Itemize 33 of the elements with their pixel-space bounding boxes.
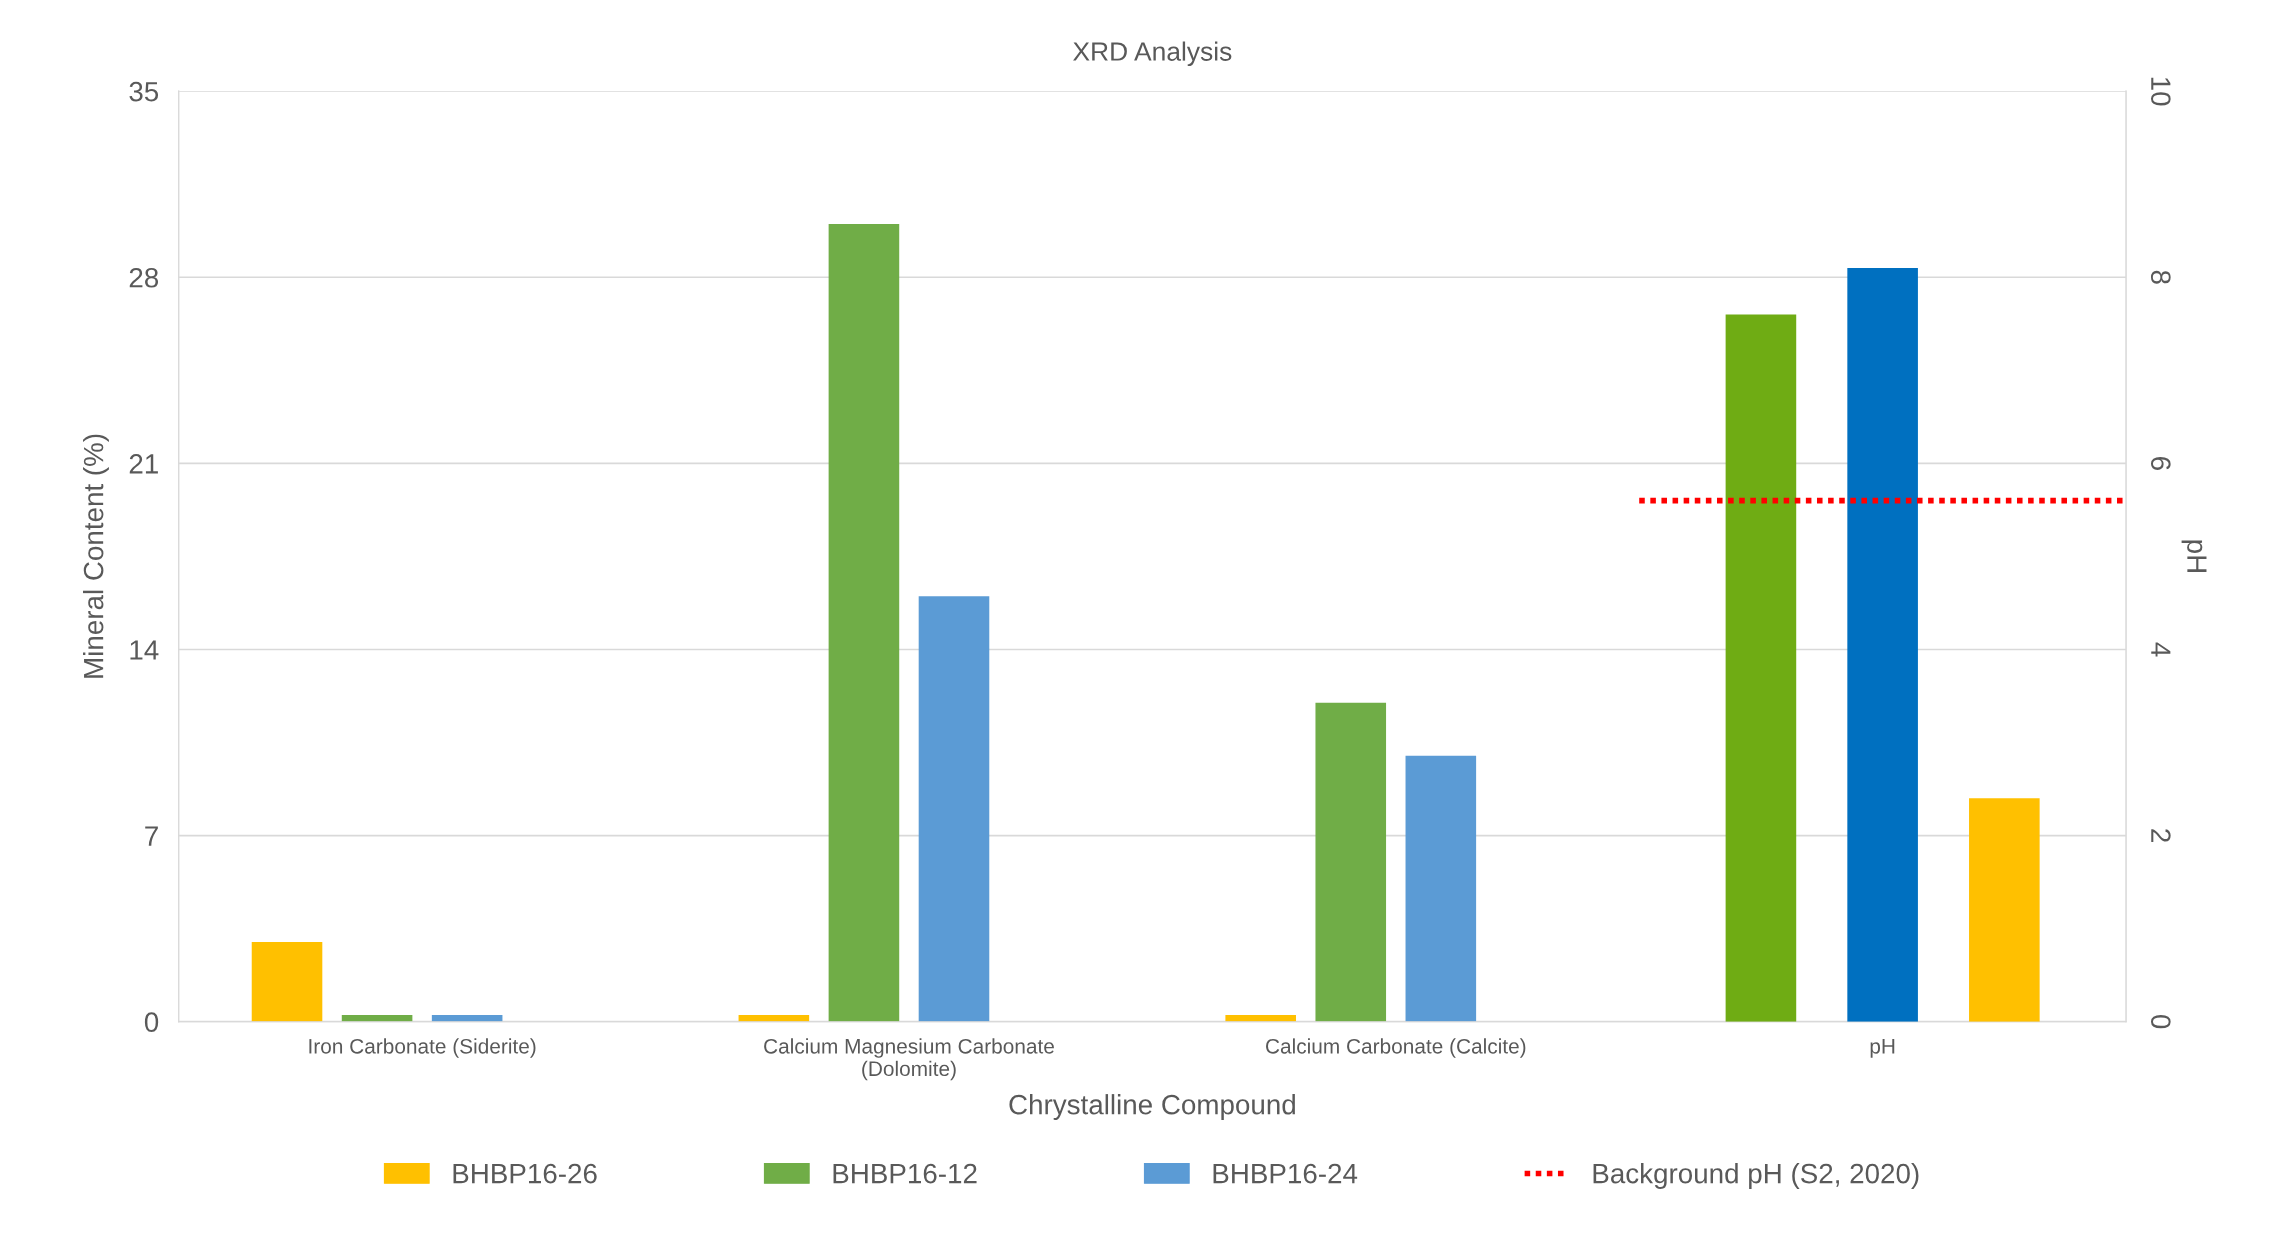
bar <box>431 1015 503 1022</box>
bar <box>738 1015 810 1022</box>
y-tick-label: 21 <box>129 454 158 474</box>
x-tick-label: Calcium Carbonate (Calcite) <box>1266 1038 1526 1058</box>
y2-axis-title: pH <box>2181 540 2207 572</box>
bar <box>828 224 900 1022</box>
y2-tick-label: 4 <box>2151 642 2171 657</box>
y2-tick-label: 0 <box>2150 1015 2171 1029</box>
y-tick-label: 7 <box>145 826 158 846</box>
x-tick-label: Calcium Magnesium Carbonate (Dolomite) <box>764 1038 1054 1081</box>
x-axis-title: Chrystalline Compound <box>1009 1094 1295 1120</box>
bar <box>1315 702 1387 1022</box>
legend-label: Background pH (S2, 2020) <box>1593 1162 1919 1189</box>
y2-tick-label: 10 <box>2150 77 2171 106</box>
y2-tick-label: 8 <box>2150 270 2171 284</box>
legend-label: BHBP16-12 <box>833 1163 977 1184</box>
bar <box>1225 1015 1296 1022</box>
x-tick-label: pH <box>1870 1039 1895 1058</box>
chart-title: XRD Analysis <box>1073 41 1232 67</box>
y-tick-label: 14 <box>130 640 159 660</box>
bar <box>341 1015 413 1022</box>
legend-label: BHBP16-26 <box>453 1163 597 1184</box>
legend-label: BHBP16-24 <box>1213 1163 1358 1184</box>
y2-tick-label: 2 <box>2151 829 2171 842</box>
bar <box>918 596 990 1022</box>
bar <box>251 941 323 1022</box>
y2-tick-label: 6 <box>2150 457 2171 470</box>
bar <box>1405 755 1477 1022</box>
y-tick-label: 35 <box>129 81 159 102</box>
x-tick-label: Iron Carbonate (Siderite) <box>309 1038 536 1058</box>
y-tick-label: 0 <box>144 1012 159 1033</box>
y-tick-label: 28 <box>129 267 159 288</box>
y-axis-title: Mineral Content (%) <box>83 434 109 678</box>
